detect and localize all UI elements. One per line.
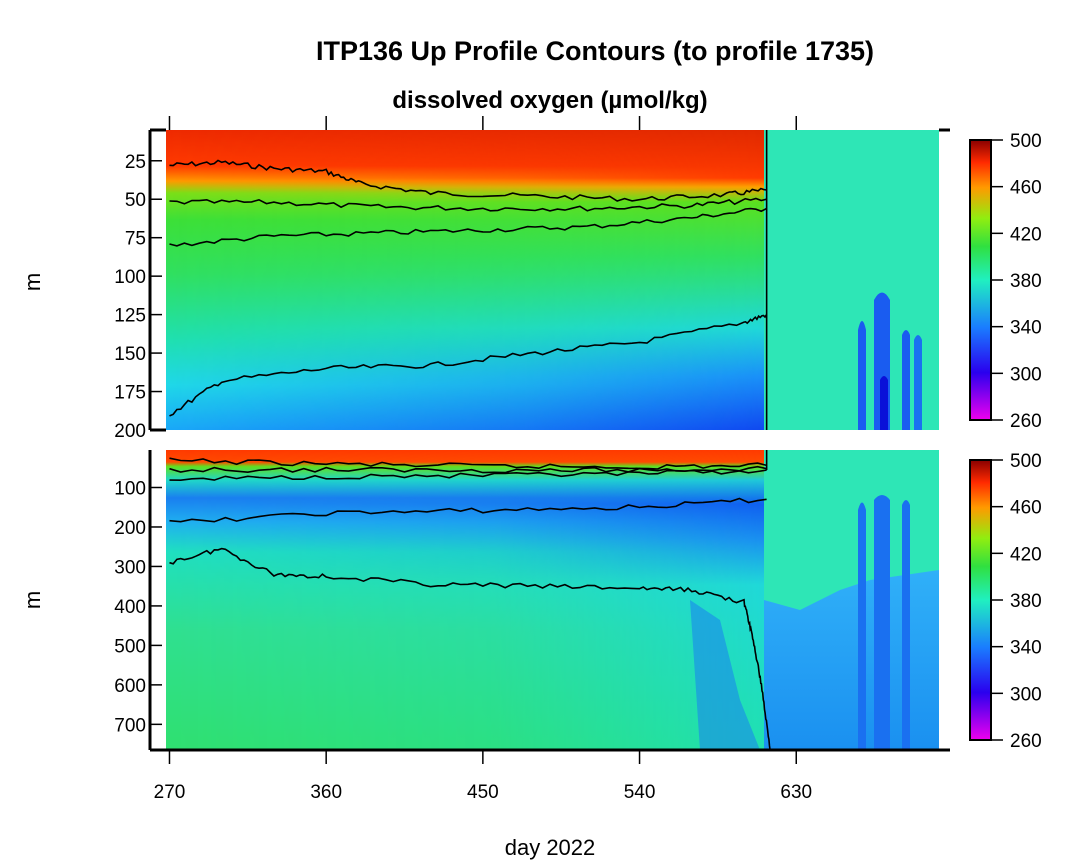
x-tick-label: 270 bbox=[154, 782, 186, 803]
top-colorbar-tick-label: 460 bbox=[1010, 178, 1042, 199]
bottom-heatmap bbox=[166, 450, 939, 750]
x-axis-label: day 2022 bbox=[505, 835, 596, 860]
top-colorbar bbox=[969, 139, 992, 421]
top-y-tick-label: 100 bbox=[114, 267, 146, 288]
top-y-tick-label: 25 bbox=[125, 152, 146, 173]
bottom-y-tick-label: 400 bbox=[114, 597, 146, 618]
axis-ticks: 25 50 75 100 125 150 175 200 500 460 420 380 340 300 2… bbox=[114, 116, 1042, 803]
top-y-tick-label: 50 bbox=[125, 190, 146, 211]
bottom-contour-line bbox=[169, 497, 767, 523]
top-y-tick-label: 200 bbox=[114, 421, 146, 442]
top-contour-line bbox=[169, 159, 767, 202]
top-contour-line bbox=[169, 314, 768, 417]
top-y-axis-label: m bbox=[20, 273, 45, 291]
bottom-contour-line bbox=[169, 469, 767, 482]
bottom-y-tick-label: 700 bbox=[114, 715, 146, 736]
bottom-colorbar-tick-label: 300 bbox=[1010, 684, 1042, 705]
x-tick-label: 360 bbox=[310, 782, 342, 803]
bottom-y-tick-label: 600 bbox=[114, 676, 146, 697]
bottom-colorbar-tick-label: 500 bbox=[1010, 451, 1042, 472]
top-y-tick-label: 125 bbox=[114, 306, 146, 327]
top-colorbar-tick-label: 340 bbox=[1010, 318, 1042, 339]
chart-title: ITP136 Up Profile Contours (to profile 1… bbox=[316, 36, 874, 66]
chart-subtitle: dissolved oxygen (µmol/kg) bbox=[392, 87, 707, 114]
bottom-y-tick-label: 200 bbox=[114, 518, 146, 539]
bottom-axes bbox=[148, 450, 950, 752]
bottom-y-tick-label: 300 bbox=[114, 557, 146, 578]
bottom-colorbar-tick-label: 380 bbox=[1010, 591, 1042, 612]
bottom-contour-line bbox=[169, 457, 767, 470]
top-contour-line bbox=[169, 207, 767, 247]
top-colorbar-tick-label: 380 bbox=[1010, 271, 1042, 292]
bottom-colorbar-tick-label: 340 bbox=[1010, 638, 1042, 659]
top-colorbar-tick-label: 260 bbox=[1010, 411, 1042, 432]
top-contour-line bbox=[169, 197, 767, 212]
bottom-colorbar-tick-label: 460 bbox=[1010, 498, 1042, 519]
top-y-tick-label: 175 bbox=[114, 383, 146, 404]
top-heatmap bbox=[166, 130, 939, 430]
top-colorbar-tick-label: 420 bbox=[1010, 224, 1042, 245]
bottom-y-tick-label: 100 bbox=[114, 479, 146, 500]
top-colorbar-tick-label: 300 bbox=[1010, 364, 1042, 385]
top-y-tick-label: 150 bbox=[114, 344, 146, 365]
bottom-colorbar bbox=[969, 459, 992, 741]
top-colorbar-tick-label: 500 bbox=[1010, 131, 1042, 152]
bottom-contours bbox=[169, 450, 771, 750]
bottom-colorbar-tick-label: 260 bbox=[1010, 731, 1042, 752]
bottom-y-axis-label: m bbox=[20, 591, 45, 609]
top-y-tick-label: 75 bbox=[125, 229, 146, 250]
x-tick-label: 450 bbox=[467, 782, 499, 803]
bottom-contour-line bbox=[169, 547, 771, 750]
x-tick-label: 540 bbox=[624, 782, 656, 803]
bottom-y-tick-label: 500 bbox=[114, 636, 146, 657]
top-contours bbox=[169, 130, 768, 430]
x-tick-label: 630 bbox=[780, 782, 812, 803]
bottom-colorbar-tick-label: 420 bbox=[1010, 544, 1042, 565]
